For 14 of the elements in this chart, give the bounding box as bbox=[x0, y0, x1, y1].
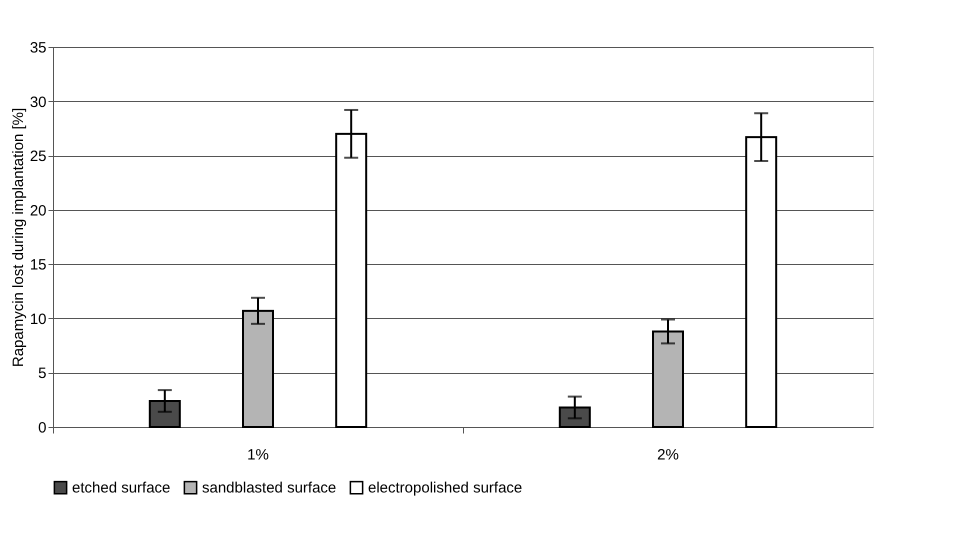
y-tick-label: 35 bbox=[30, 40, 46, 56]
y-tick-label: 30 bbox=[30, 94, 46, 111]
y-tick-label: 5 bbox=[38, 365, 46, 382]
y-tick-label: 20 bbox=[30, 202, 46, 220]
y-tick-label: 25 bbox=[30, 148, 46, 166]
y-axis-title: Rapamycin lost during implantation [%] bbox=[10, 108, 27, 368]
y-tick-label: 15 bbox=[30, 256, 46, 274]
x-tick-label: 2% bbox=[657, 446, 679, 464]
legend-label: electropolished surface bbox=[368, 480, 522, 497]
y-tick-label: 0 bbox=[38, 420, 46, 436]
y-tick-label: 10 bbox=[30, 310, 46, 328]
legend-label: etched surface bbox=[72, 480, 170, 497]
x-tick-label: 1% bbox=[247, 446, 269, 464]
legend-label: sandblasted surface bbox=[202, 480, 336, 497]
